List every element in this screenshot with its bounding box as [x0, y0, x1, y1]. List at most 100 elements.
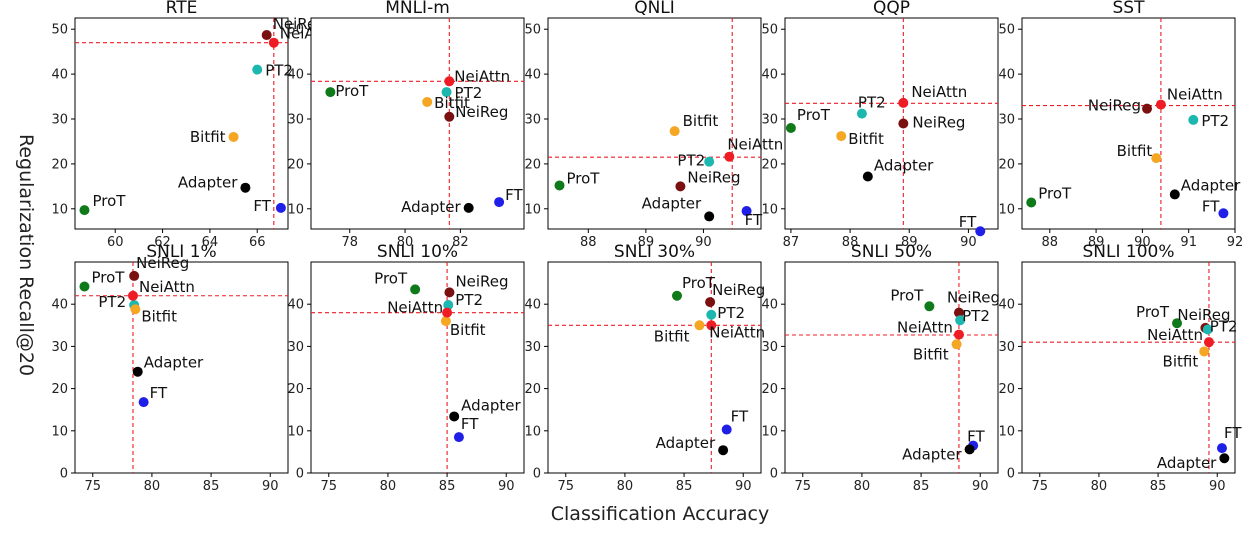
y-tick-label: 10 [524, 424, 541, 439]
y-tick-label: 40 [287, 68, 304, 83]
point-adapter [1169, 189, 1180, 200]
point-pt2 [1202, 324, 1213, 335]
point-label-prot: ProT [335, 82, 369, 100]
point-prot [785, 122, 796, 133]
y-tick-label: 20 [998, 382, 1015, 397]
point-label-adapter: Adapter [1181, 176, 1241, 194]
point-pt2 [856, 108, 867, 119]
x-tick-label: 89 [638, 235, 655, 250]
point-bitfit [422, 96, 433, 107]
point-neiattn [724, 151, 735, 162]
y-tick-label: 30 [761, 340, 778, 355]
point-label-prot: ProT [91, 268, 125, 286]
x-tick-label: 91 [1180, 235, 1197, 250]
point-neiattn [444, 76, 455, 87]
y-tick-label: 50 [524, 23, 541, 38]
point-neiattn [898, 97, 909, 108]
point-neireg [675, 181, 686, 192]
point-label-ft: FT [745, 211, 763, 229]
x-tick-label: 90 [498, 479, 515, 494]
point-label-adapter: Adapter [461, 396, 521, 414]
point-label-pt2: PT2 [1201, 112, 1229, 130]
point-pt2 [704, 156, 715, 167]
y-tick-label: 30 [998, 113, 1015, 128]
point-label-prot: ProT [890, 286, 924, 304]
x-tick-label: 88 [580, 235, 597, 250]
x-tick-label: 90 [960, 235, 977, 250]
point-label-ft: FT [461, 415, 479, 433]
x-tick-label: 62 [154, 235, 171, 250]
y-tick-label: 10 [761, 202, 778, 217]
point-label-prot: ProT [374, 269, 408, 287]
point-bitfit [1199, 346, 1210, 357]
y-tick-label: 20 [761, 157, 778, 172]
x-tick-label: 80 [1091, 479, 1108, 494]
point-label-adapter: Adapter [874, 156, 934, 174]
x-tick-label: 85 [1150, 479, 1167, 494]
point-bitfit [669, 126, 680, 137]
panel-6: SNLI 1% 75 80 85 90 0 10 20 30 40 NeiReg ProT NeiAtt… [51, 242, 289, 494]
x-tick-label: 75 [794, 479, 811, 494]
y-tick-label: 40 [998, 298, 1015, 313]
x-tick-label: 85 [676, 479, 693, 494]
x-tick-label: 78 [341, 235, 358, 250]
x-tick-label: 89 [1088, 235, 1105, 250]
panel-frame [1021, 17, 1236, 230]
x-tick-label: 85 [913, 479, 930, 494]
point-label-pt2: PT2 [962, 307, 990, 325]
point-label-bitfit: Bitfit [1163, 352, 1199, 370]
point-label-neiattn: NeiAttn [709, 323, 765, 341]
y-tick-label: 50 [287, 23, 304, 38]
point-neiattn [442, 307, 453, 318]
panel-frame [310, 261, 525, 474]
point-bitfit [694, 320, 705, 331]
point-adapter [964, 444, 975, 455]
point-label-neiattn: NeiAttn [1167, 86, 1223, 104]
point-adapter [463, 202, 474, 213]
x-tick-label: 88 [1042, 235, 1059, 250]
x-tick-label: 80 [397, 235, 414, 250]
y-tick-label: 40 [524, 68, 541, 83]
point-label-neireg: NeiReg [687, 168, 740, 186]
point-label-neireg: NeiReg [455, 272, 508, 290]
point-label-prot: ProT [1038, 185, 1072, 203]
x-tick-label: 80 [380, 479, 397, 494]
y-tick-label: 20 [51, 382, 68, 397]
y-tick-label: 10 [998, 202, 1015, 217]
point-neireg [1142, 103, 1153, 114]
point-label-pt2: PT2 [455, 291, 483, 309]
y-tick-label: 50 [761, 23, 778, 38]
panel-frame [74, 17, 289, 230]
y-tick-label: 40 [524, 298, 541, 313]
point-label-prot: ProT [92, 192, 126, 210]
point-label-pt2: PT2 [677, 152, 705, 170]
point-pt2 [955, 315, 966, 326]
y-tick-label: 20 [761, 382, 778, 397]
point-adapter [449, 411, 460, 422]
point-label-neiattn: NeiAttn [897, 319, 953, 337]
y-tick-label: 40 [51, 68, 68, 83]
point-label-pt2: PT2 [455, 84, 483, 102]
y-tick-label: 20 [51, 157, 68, 172]
point-label-neireg: NeiReg [1088, 97, 1141, 115]
panel-frame [784, 17, 999, 230]
point-label-bitfit: Bitfit [450, 321, 486, 339]
point-neireg [129, 270, 140, 281]
y-tick-label: 30 [51, 113, 68, 128]
panel-title: QNLI [634, 0, 675, 18]
y-tick-label: 0 [60, 467, 68, 482]
y-tick-label: 0 [533, 467, 541, 482]
point-label-adapter: Adapter [1157, 454, 1217, 472]
panel-frame [547, 17, 762, 230]
point-prot [554, 180, 565, 191]
y-tick-label: 40 [761, 68, 778, 83]
y-tick-label: 20 [524, 157, 541, 172]
point-ft [741, 206, 752, 217]
y-tick-label: 0 [770, 467, 778, 482]
panel-title: QQP [873, 0, 910, 18]
point-bitfit [130, 304, 141, 315]
